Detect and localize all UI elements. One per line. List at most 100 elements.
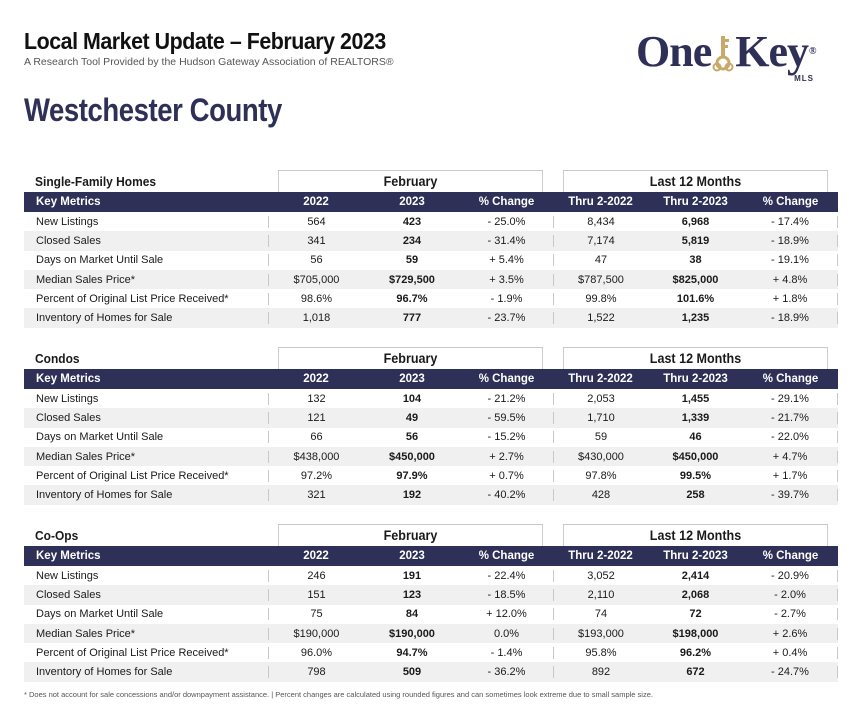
table-cell: 56: [405, 431, 419, 444]
table-cell: 99.5%: [679, 469, 712, 482]
table-cell: - 36.2%: [487, 666, 526, 679]
table-cell: - 18.9%: [743, 312, 838, 325]
table-cell: 47: [553, 254, 648, 267]
table-cell: - 23.7%: [487, 312, 526, 325]
table-cell: - 22.4%: [487, 569, 526, 582]
table-row: Inventory of Homes for Sale 321 192 - 40.2%…: [24, 485, 838, 505]
table-cell: Percent of Original List Price Received*: [36, 292, 229, 305]
table-cell: + 0.7%: [489, 469, 524, 482]
table-cell: Days on Market Until Sale: [36, 254, 164, 267]
registered-mark: ®: [809, 46, 817, 57]
section-title: Single-Family Homes: [35, 173, 157, 189]
table-cell: 96.7%: [396, 292, 428, 305]
column-header-pct: % Change: [478, 373, 535, 385]
table-cell: 121: [268, 411, 364, 424]
table-cell: 423: [402, 215, 422, 228]
table-cell: $705,000: [268, 273, 364, 286]
table-row: Closed Sales 341 234 - 31.4% 7,174 5,819 - 18.…: [24, 231, 838, 251]
table-cell: 2,053: [553, 392, 648, 405]
table-row: New Listings 132 104 - 21.2% 2,053 1,455 - 29.…: [24, 389, 838, 408]
column-header-pct12: % Change: [762, 550, 819, 562]
table-cell: $190,000: [389, 627, 435, 640]
column-header-y2023: 2023: [399, 196, 425, 208]
table-cell: Inventory of Homes for Sale: [36, 312, 173, 325]
table-cell: 151: [268, 588, 364, 601]
table-cell: - 24.7%: [743, 666, 838, 679]
table-cell: 132: [268, 392, 364, 405]
report-header: Local Market Update – February 2023 A Re…: [24, 28, 413, 68]
table-cell: New Listings: [36, 215, 99, 228]
table-cell: 428: [553, 489, 648, 502]
table-cell: 96.2%: [679, 646, 712, 659]
column-header-pct12: % Change: [762, 196, 819, 208]
table-cell: - 29.1%: [743, 392, 838, 405]
table-cell: 56: [268, 254, 364, 267]
table-cell: 2,068: [681, 588, 710, 601]
table-cell: Median Sales Price*: [36, 450, 136, 463]
table-cell: + 0.4%: [743, 646, 838, 659]
county-title: Westchester County: [24, 92, 282, 128]
table-cell: 101.6%: [676, 292, 715, 305]
table-cell: + 4.7%: [743, 450, 838, 463]
table-cell: 509: [402, 666, 422, 679]
column-header-thru2023: Thru 2-2023: [663, 196, 728, 208]
table-cell: - 1.4%: [490, 646, 523, 659]
table-group-header: Condos February Last 12 Months: [24, 347, 838, 369]
table-cell: $430,000: [553, 450, 648, 463]
table-cell: - 39.7%: [743, 489, 838, 502]
table-group-header: Co-Ops February Last 12 Months: [24, 524, 838, 546]
table-group-header: Single-Family Homes February Last 12 Month…: [24, 170, 838, 192]
table-cell: 1,455: [681, 392, 710, 405]
onekey-mls-logo: One Key ® MLS: [636, 30, 836, 86]
table-cell: 892: [553, 666, 648, 679]
table-cell: 1,522: [553, 312, 648, 325]
metrics-table: Single-Family Homes February Last 12 Month…: [24, 170, 838, 328]
table-cell: 97.9%: [396, 469, 428, 482]
table-cell: 0.0%: [493, 627, 520, 640]
table-row: Days on Market Until Sale 56 59 + 5.4% 47 38 -…: [24, 251, 838, 270]
table-cell: - 2.7%: [743, 608, 838, 621]
table-cell: 94.7%: [396, 646, 428, 659]
column-header-y2022: 2022: [303, 196, 329, 208]
table-cell: $193,000: [553, 627, 648, 640]
table-cell: 59: [405, 254, 419, 267]
column-header-metrics: Key Metrics: [36, 550, 101, 562]
table-cell: Closed Sales: [36, 411, 101, 424]
table-cell: 97.8%: [553, 469, 648, 482]
table-cell: - 21.7%: [743, 411, 838, 424]
table-cell: - 15.2%: [487, 431, 526, 444]
group-month-label: February: [277, 347, 544, 369]
footnote: * Does not account for sale concessions …: [24, 690, 653, 699]
table-cell: 341: [268, 234, 364, 247]
table-cell: Closed Sales: [36, 588, 101, 601]
group-12-months-label: Last 12 Months: [562, 524, 829, 546]
table-cell: 123: [402, 588, 422, 601]
table-column-header: Key Metrics 2022 2023 % Change Thru 2-2022 Th…: [24, 369, 838, 389]
table-cell: 192: [402, 489, 422, 502]
table-cell: - 1.9%: [490, 292, 523, 305]
table-cell: 1,710: [553, 411, 648, 424]
table-cell: - 19.1%: [743, 254, 838, 267]
table-cell: 38: [689, 254, 702, 267]
column-header-metrics: Key Metrics: [36, 373, 101, 385]
metrics-table: Condos February Last 12 Months Key Metrics 2…: [24, 347, 838, 505]
table-row: Closed Sales 121 49 - 59.5% 1,710 1,339 - 21.7…: [24, 408, 838, 428]
table-cell: 49: [405, 411, 419, 424]
table-cell: $729,500: [389, 273, 435, 286]
table-cell: - 40.2%: [487, 489, 526, 502]
table-cell: 5,819: [681, 234, 710, 247]
table-cell: 564: [268, 215, 364, 228]
section-title: Condos: [35, 350, 80, 366]
group-12-months-label: Last 12 Months: [562, 347, 829, 369]
table-cell: 95.8%: [553, 646, 648, 659]
table-cell: - 31.4%: [487, 234, 526, 247]
table-cell: New Listings: [36, 392, 99, 405]
table-cell: - 25.0%: [487, 215, 526, 228]
table-row: Median Sales Price* $438,000 $450,000 + 2.7…: [24, 446, 838, 467]
table-cell: $190,000: [268, 627, 364, 640]
table-cell: - 22.0%: [743, 431, 838, 444]
column-header-thru2022: Thru 2-2022: [568, 550, 633, 562]
table-cell: 777: [402, 312, 422, 325]
table-cell: 59: [553, 431, 648, 444]
table-cell: - 17.4%: [743, 215, 838, 228]
